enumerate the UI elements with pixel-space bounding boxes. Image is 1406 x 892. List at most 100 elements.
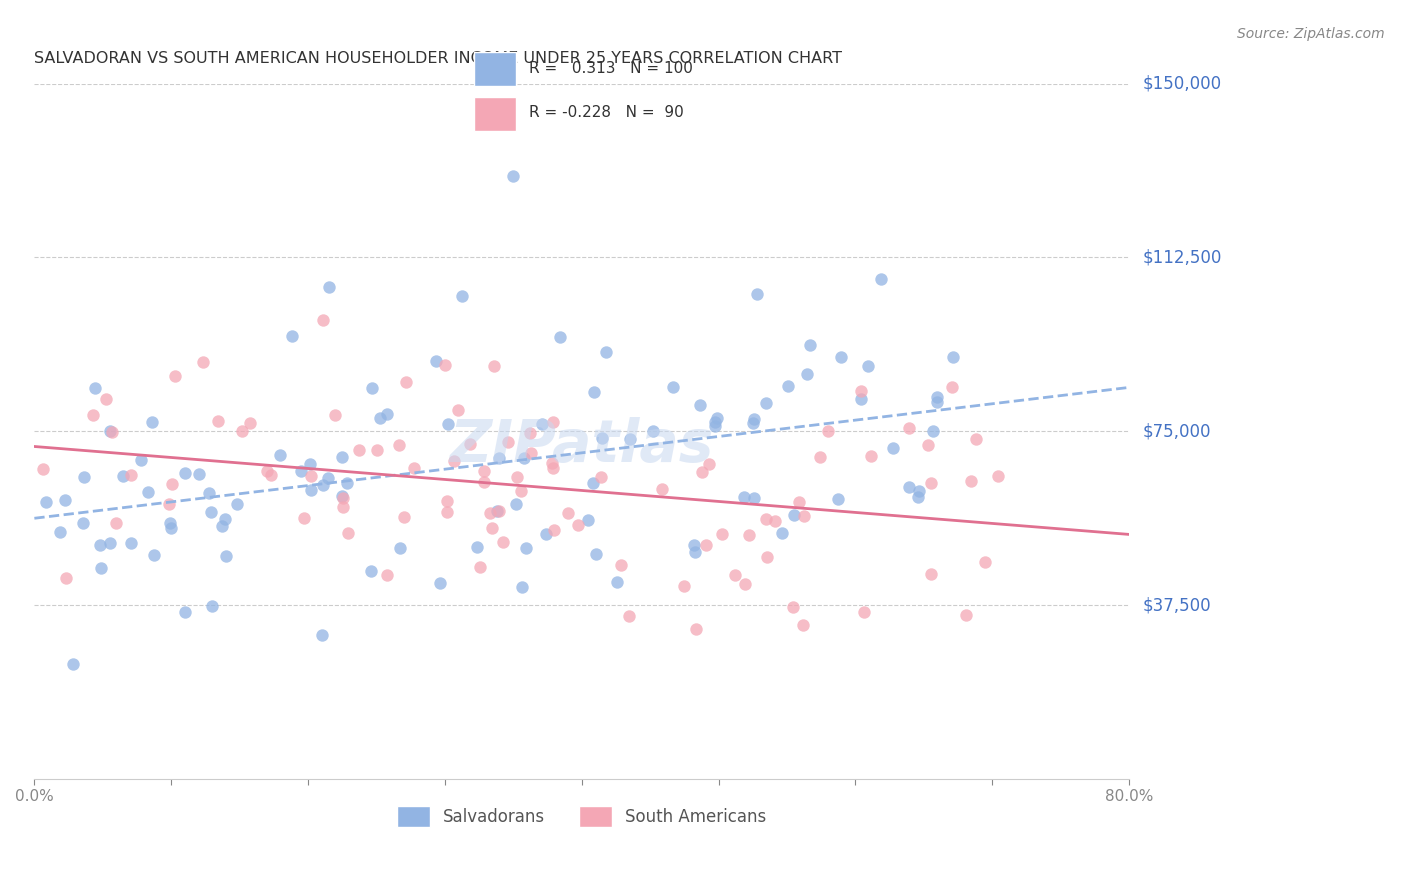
Point bbox=[269, 448, 291, 462]
Text: $75,000: $75,000 bbox=[1143, 422, 1212, 441]
Point bbox=[472, 475, 495, 489]
Point bbox=[827, 491, 849, 506]
Point bbox=[591, 431, 613, 445]
Point bbox=[849, 392, 872, 406]
Point bbox=[770, 526, 793, 541]
Point bbox=[782, 599, 804, 614]
Point bbox=[510, 483, 533, 498]
Point bbox=[941, 379, 963, 393]
Point bbox=[389, 541, 412, 555]
Point bbox=[651, 482, 673, 496]
Point bbox=[582, 475, 605, 490]
Point bbox=[129, 452, 152, 467]
Point bbox=[595, 345, 617, 359]
Point bbox=[260, 468, 283, 483]
Point bbox=[392, 510, 415, 524]
Point bbox=[436, 505, 458, 519]
Point bbox=[330, 450, 353, 465]
Point bbox=[917, 438, 939, 452]
Point bbox=[543, 461, 565, 475]
Text: $37,500: $37,500 bbox=[1143, 596, 1212, 614]
Point bbox=[472, 464, 495, 478]
Point bbox=[451, 289, 474, 303]
Point bbox=[548, 330, 571, 344]
Point bbox=[690, 465, 713, 479]
Point bbox=[239, 416, 262, 430]
Point bbox=[31, 462, 53, 476]
Point bbox=[505, 497, 527, 511]
Point bbox=[90, 561, 112, 575]
Point bbox=[443, 454, 465, 468]
Point bbox=[519, 426, 541, 441]
Point bbox=[366, 443, 388, 458]
Point bbox=[860, 449, 883, 463]
FancyBboxPatch shape bbox=[474, 52, 516, 86]
Point bbox=[336, 476, 359, 491]
Text: R = -0.228   N =  90: R = -0.228 N = 90 bbox=[529, 105, 683, 120]
Point bbox=[111, 469, 134, 483]
Point bbox=[191, 355, 214, 369]
Point bbox=[738, 528, 761, 542]
Point bbox=[617, 609, 640, 624]
Point bbox=[492, 534, 515, 549]
Point bbox=[541, 416, 564, 430]
Point bbox=[783, 508, 806, 522]
Point bbox=[62, 657, 84, 672]
Point bbox=[332, 500, 354, 514]
Point bbox=[55, 571, 77, 585]
Point bbox=[375, 568, 398, 582]
Point bbox=[429, 575, 451, 590]
Point bbox=[925, 395, 948, 409]
Point bbox=[201, 599, 224, 613]
Point bbox=[388, 438, 411, 452]
Point bbox=[207, 414, 229, 428]
Point bbox=[567, 517, 589, 532]
Text: $150,000: $150,000 bbox=[1143, 75, 1222, 93]
Text: ZIPatlas: ZIPatlas bbox=[450, 417, 714, 474]
Point bbox=[755, 396, 778, 410]
Point bbox=[159, 516, 181, 531]
Point bbox=[174, 605, 197, 619]
Point bbox=[100, 425, 122, 439]
Point bbox=[907, 490, 929, 504]
Point bbox=[187, 467, 209, 481]
Point bbox=[436, 417, 458, 432]
Point bbox=[468, 559, 491, 574]
Point bbox=[830, 350, 852, 364]
Point bbox=[513, 451, 536, 466]
Point bbox=[447, 403, 470, 417]
Point bbox=[699, 457, 721, 471]
Point bbox=[121, 467, 143, 482]
Point bbox=[467, 540, 489, 554]
Point bbox=[49, 524, 72, 539]
Point bbox=[755, 512, 778, 526]
Point bbox=[136, 484, 159, 499]
Point bbox=[375, 407, 398, 421]
Point bbox=[498, 434, 520, 449]
Point bbox=[742, 411, 765, 425]
Point bbox=[882, 441, 904, 455]
Point bbox=[299, 457, 322, 471]
Point bbox=[585, 547, 607, 561]
Point bbox=[104, 516, 127, 530]
Point bbox=[198, 486, 221, 500]
Point bbox=[214, 512, 236, 526]
Point bbox=[53, 493, 76, 508]
Point bbox=[98, 424, 121, 438]
Point bbox=[458, 437, 481, 451]
Point bbox=[541, 456, 564, 470]
Point bbox=[73, 470, 96, 484]
Point bbox=[479, 506, 502, 520]
Point bbox=[160, 521, 183, 535]
Point bbox=[312, 313, 335, 327]
Point bbox=[704, 418, 727, 433]
Point bbox=[747, 286, 769, 301]
Point bbox=[856, 359, 879, 373]
Point bbox=[347, 443, 370, 458]
Text: $112,500: $112,500 bbox=[1143, 248, 1222, 267]
Point bbox=[332, 491, 354, 505]
Point bbox=[226, 497, 249, 511]
Point bbox=[98, 536, 121, 550]
Point bbox=[734, 577, 756, 591]
Point bbox=[789, 495, 811, 509]
